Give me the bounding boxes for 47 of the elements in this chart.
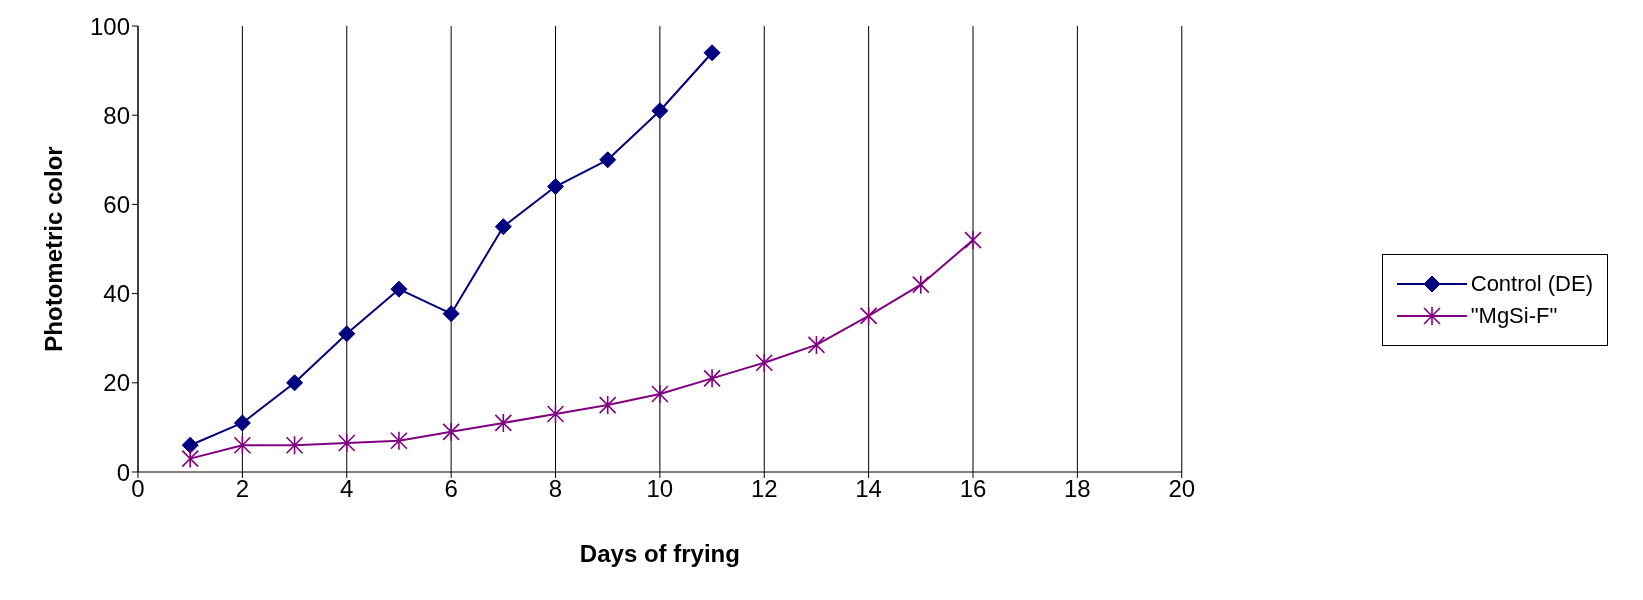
x-tick-label: 4 [340, 475, 354, 503]
x-tick-label: 14 [855, 475, 882, 503]
x-tick-label: 20 [1168, 475, 1196, 503]
point [233, 414, 251, 432]
point [390, 280, 408, 298]
x-axis-title: Days of frying [579, 540, 740, 567]
point [651, 102, 669, 120]
point [651, 384, 669, 404]
y-tick-label: 0 [116, 458, 130, 486]
y-tick-label: 60 [103, 190, 130, 218]
point [494, 413, 513, 433]
point [181, 448, 199, 469]
x-tick-label: 8 [548, 475, 563, 503]
x-tick-label: 6 [444, 475, 458, 503]
point [286, 374, 304, 392]
point [964, 230, 982, 250]
y-tick-label: 20 [103, 369, 130, 397]
x-tick-label: 10 [646, 475, 674, 503]
point [338, 325, 356, 343]
legend-label: Control (DE) [1470, 271, 1593, 297]
point [547, 178, 564, 196]
point [703, 368, 721, 389]
x-tick-label: 18 [1064, 475, 1091, 503]
point [859, 306, 878, 326]
point [807, 335, 826, 355]
point [703, 44, 721, 62]
point [494, 218, 512, 236]
point [337, 433, 356, 453]
point [442, 422, 460, 442]
point [233, 435, 252, 456]
point [285, 435, 304, 456]
x-tick-label: 16 [959, 475, 987, 503]
y-axis-title: Photometric color [39, 146, 67, 352]
point [599, 151, 617, 169]
y-tick-label: 80 [103, 101, 130, 129]
y-tick-label: 40 [103, 280, 130, 308]
point [442, 305, 460, 323]
point [912, 274, 930, 295]
point [390, 430, 408, 451]
point [546, 404, 565, 424]
y-tick-label: 100 [89, 12, 130, 40]
point [598, 395, 617, 415]
point [181, 436, 199, 454]
legend-label: "MgSi-F" [1470, 303, 1558, 329]
point [755, 352, 774, 373]
x-tick-label: 2 [235, 475, 250, 503]
x-tick-label: 12 [750, 475, 778, 503]
